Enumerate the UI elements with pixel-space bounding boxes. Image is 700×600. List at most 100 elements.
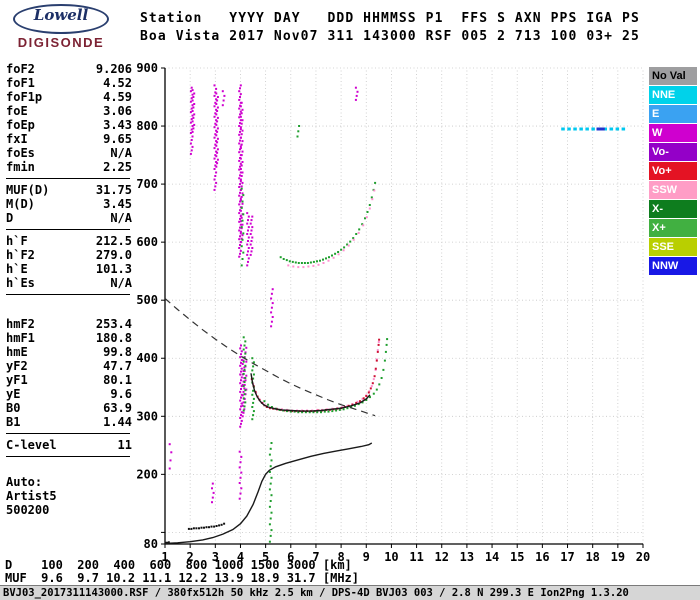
param-label: B1	[6, 415, 21, 429]
param-value: 4.59	[103, 90, 132, 104]
autoscaling-info-row: Artist5	[6, 489, 57, 503]
x-tick-label: 7	[312, 550, 319, 564]
legend-item-w: W	[649, 124, 697, 142]
y-tick-label: 300	[136, 409, 158, 423]
param-row-hmf2: hmF2 253.4	[6, 317, 132, 331]
param-row-d: D N/A	[6, 211, 132, 225]
legend-label: NNW	[652, 260, 679, 272]
param-label: M(D)	[6, 197, 35, 211]
legend-item-sse: SSE	[649, 238, 697, 256]
param-value: 31.75	[95, 183, 132, 197]
x-tick-label: 12	[435, 550, 449, 564]
param-separator	[6, 433, 130, 434]
param-row-fof2: foF2 9.206	[6, 62, 132, 76]
param-label: hmF2	[6, 317, 35, 331]
x-tick-label: 3	[212, 550, 219, 564]
param-group: C-level 11	[6, 438, 132, 452]
x-tick-label: 6	[287, 550, 294, 564]
y-tick-label: 700	[136, 177, 158, 191]
param-row-h-f2: h`F2 279.0	[6, 248, 132, 262]
param-label: yF1	[6, 373, 28, 387]
param-label: fxI	[6, 132, 28, 146]
header-columns-row: Station YYYY DAY DDD HHMMSS P1 FFS S AXN…	[140, 11, 640, 26]
param-value: 2.25	[103, 160, 132, 174]
distance-row: D 100 200 400 600 800 1000 1500 3000 [km…	[5, 558, 352, 572]
lowell-logo-oval: Lowell	[13, 4, 109, 34]
param-label: h`F	[6, 234, 28, 248]
x-tick-label: 10	[384, 550, 398, 564]
station-header: Station YYYY DAY DDD HHMMSS P1 FFS S AXN…	[140, 10, 640, 46]
autoscaling-info-row: Auto:	[6, 475, 43, 489]
x-tick-label: 5	[262, 550, 269, 564]
param-row-yf2: yF2 47.7	[6, 359, 132, 373]
param-label: foEp	[6, 118, 35, 132]
x-tick-label: 16	[535, 550, 549, 564]
param-label: hmE	[6, 345, 28, 359]
y-tick-label: 900	[136, 61, 158, 75]
param-value: N/A	[110, 211, 132, 225]
legend-item-vo: Vo-	[649, 143, 697, 161]
legend-item-x: X+	[649, 219, 697, 237]
param-row-b0: B0 63.9	[6, 401, 132, 415]
param-label: foEs	[6, 146, 35, 160]
param-group: hmF2 253.4 hmF1 180.8 hmE 99.8 yF2 47.7 yF1 80.1 y…	[6, 317, 132, 429]
logo-digisonde-text: DIGISONDE	[17, 35, 105, 50]
y-tick-label: 600	[136, 235, 158, 249]
grid	[164, 67, 644, 544]
param-label: C-level	[6, 438, 57, 452]
param-value: 3.06	[103, 104, 132, 118]
legend-item-no-val: No Val	[649, 67, 697, 85]
legend-label: NNE	[652, 89, 676, 101]
legend-item-nne: NNE	[649, 86, 697, 104]
spread-f-columns-magenta	[168, 84, 359, 504]
x-tick-label: 11	[409, 550, 423, 564]
param-label: h`Es	[6, 276, 35, 290]
x-tick-label: 20	[636, 550, 650, 564]
param-row-ye: yE 9.6	[6, 387, 132, 401]
status-bar: BVJ03_2017311143000.RSF / 380fx512h 50 k…	[0, 585, 700, 600]
param-separator	[6, 456, 130, 457]
param-group: foF2 9.206 foF1 4.52 foF1p 4.59 foE 3.06 foEp 3.4…	[6, 62, 132, 174]
param-label: B0	[6, 401, 21, 415]
second-hop-trace-pink	[287, 189, 376, 269]
legend-item-x: X-	[649, 200, 697, 218]
x-tick-label: 13	[460, 550, 474, 564]
param-row-h-e: h`E 101.3	[6, 262, 132, 276]
autoscaled-trace-line	[250, 373, 371, 412]
param-value: 3.43	[103, 118, 132, 132]
param-row-b1: B1 1.44	[6, 415, 132, 429]
electron-density-profile-line	[164, 442, 373, 545]
param-value: 1.44	[103, 415, 132, 429]
param-row-h-es: h`Es N/A	[6, 276, 132, 290]
param-value: 3.45	[103, 197, 132, 211]
legend-item-e: E	[649, 105, 697, 123]
param-value: 63.9	[103, 401, 132, 415]
param-value: 99.8	[103, 345, 132, 359]
y-tick-label: 500	[136, 293, 158, 307]
param-value: 9.6	[110, 387, 132, 401]
legend-label: SSE	[652, 241, 675, 253]
param-label: fmin	[6, 160, 35, 174]
param-row-muf-d: MUF(D) 31.75	[6, 183, 132, 197]
f-trace-o-mode-red	[250, 338, 381, 413]
param-row-c-level: C-level 11	[6, 438, 132, 452]
param-value: 47.7	[103, 359, 132, 373]
param-value: 80.1	[103, 373, 132, 387]
y-tick-label: 80	[144, 537, 158, 551]
param-separator	[6, 178, 130, 179]
param-row-foep: foEp 3.43	[6, 118, 132, 132]
param-row-h-f: h`F 212.5	[6, 234, 132, 248]
param-label: foE	[6, 104, 28, 118]
direction-legend: No Val NNE E W Vo- Vo+ SSW X- X+ SSE NNW	[649, 67, 697, 276]
x-tick-label: 15	[510, 550, 524, 564]
x-tick-label: 18	[585, 550, 599, 564]
param-row-fxi: fxI 9.65	[6, 132, 132, 146]
param-row-hme: hmE 99.8	[6, 345, 132, 359]
param-label: h`E	[6, 262, 28, 276]
param-value: 9.65	[103, 132, 132, 146]
param-value: 101.3	[95, 262, 132, 276]
x-tick-label: 19	[611, 550, 625, 564]
param-label: h`F2	[6, 248, 35, 262]
param-value: 4.52	[103, 76, 132, 90]
